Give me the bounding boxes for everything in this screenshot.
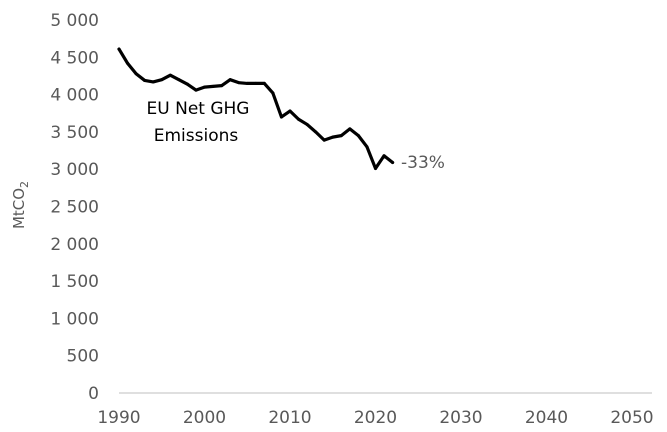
y-tick-label: 4 500: [50, 48, 99, 68]
x-tick-label: 1990: [97, 408, 140, 428]
y-tick-label: 2 500: [50, 198, 99, 218]
data-point: [211, 84, 215, 88]
x-tick-label: 2040: [525, 408, 568, 428]
data-point: [237, 81, 241, 85]
data-point: [297, 117, 301, 121]
y-tick-label: 4 000: [50, 86, 99, 106]
data-point: [185, 82, 189, 86]
data-point: [160, 78, 164, 82]
y-tick-label: 3 500: [50, 123, 99, 143]
data-point: [391, 160, 395, 164]
series-annotation-line1: EU Net GHG: [147, 99, 250, 119]
data-point: [177, 78, 181, 82]
data-point: [288, 109, 292, 113]
data-point: [279, 115, 283, 119]
data-point: [374, 166, 377, 170]
x-tick-label: 2010: [268, 408, 311, 428]
x-tick-label: 2030: [439, 408, 482, 428]
end-value-annotation: -33%: [401, 153, 445, 173]
series-points: [117, 47, 395, 170]
data-point: [194, 88, 198, 92]
data-point: [228, 78, 232, 82]
y-axis-label-subscript: 2: [18, 181, 31, 188]
data-point: [314, 130, 318, 134]
data-point: [203, 85, 206, 89]
y-tick-label: 3 000: [50, 160, 99, 180]
data-point: [117, 47, 121, 51]
data-point: [356, 134, 360, 138]
x-tick-label: 2000: [183, 408, 226, 428]
y-axis-tick-labels: 0 500 1 000 1 500 2 000 2 500 3 000 3 500 4 000 4…: [50, 11, 99, 404]
x-tick-label: 2020: [354, 408, 397, 428]
y-tick-label: 1 500: [50, 272, 99, 292]
y-tick-label: 2 000: [50, 235, 99, 255]
data-point: [348, 127, 352, 131]
data-point: [151, 80, 155, 84]
data-point: [168, 73, 172, 77]
data-point: [262, 81, 266, 85]
y-axis-label-text: MtCO: [10, 188, 28, 229]
data-point: [305, 122, 309, 126]
y-tick-label: 500: [67, 347, 99, 367]
data-point: [271, 91, 275, 95]
data-point: [134, 72, 138, 76]
y-tick-label: 1 000: [50, 309, 99, 329]
data-point: [254, 81, 258, 85]
data-point: [331, 135, 335, 139]
y-tick-label: 5 000: [50, 11, 99, 31]
data-point: [245, 81, 249, 85]
data-point: [382, 154, 386, 158]
data-point: [339, 134, 343, 138]
x-axis-tick-labels: 1990 2000 2010 2020 2030 2040 2050: [97, 408, 653, 428]
data-point: [143, 78, 147, 82]
data-point: [365, 145, 369, 149]
data-point: [220, 84, 224, 88]
x-tick-label: 2050: [610, 408, 653, 428]
y-tick-label: 0: [88, 384, 99, 404]
data-point: [126, 61, 130, 65]
series-annotation-line2: Emissions: [154, 126, 239, 146]
y-axis-label: MtCO2: [10, 181, 31, 229]
data-point: [322, 138, 326, 142]
